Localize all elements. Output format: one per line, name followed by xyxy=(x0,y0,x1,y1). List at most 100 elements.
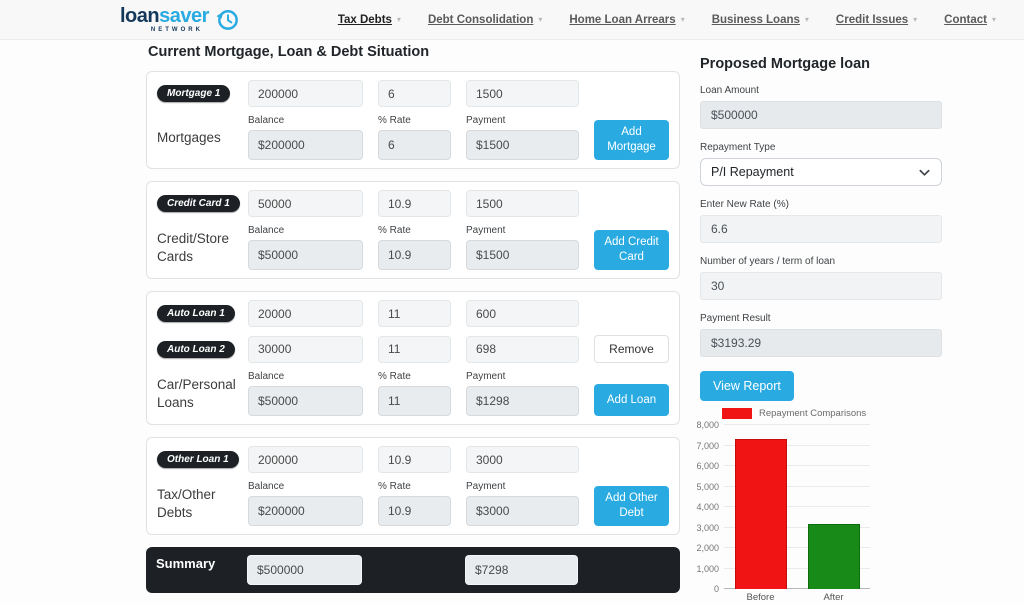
remove-loan-button[interactable]: Remove xyxy=(594,335,669,363)
chevron-down-icon: ▾ xyxy=(538,15,543,24)
nav-item-credit-issues[interactable]: Credit Issues ▾ xyxy=(835,13,918,26)
repayment-type-label: Repayment Type xyxy=(700,142,776,153)
balance-label: Balance xyxy=(248,225,285,236)
section-name: Car/Personal Loans xyxy=(157,376,236,410)
section-name: Mortgages xyxy=(157,129,221,145)
balance-input[interactable] xyxy=(248,80,363,107)
gridline xyxy=(724,547,870,548)
loan-row: Auto Loan 1 xyxy=(157,300,669,327)
x-tick-label: After xyxy=(823,592,844,603)
total-balance-field xyxy=(248,496,363,526)
summary-total-payment xyxy=(465,555,578,585)
totals-row: Mortgages Balance % Rate Payment Add Mor… xyxy=(157,115,669,160)
loan-badge: Auto Loan 1 xyxy=(157,305,235,322)
logo-part-saver: saver xyxy=(159,5,209,27)
balance-input[interactable] xyxy=(248,335,363,363)
balance-input[interactable] xyxy=(248,446,363,473)
total-balance-field xyxy=(248,240,363,270)
chevron-down-icon xyxy=(919,169,930,176)
bar-after xyxy=(807,523,860,589)
total-rate-field xyxy=(378,130,451,160)
logo-part-loan: loan xyxy=(120,5,160,27)
y-tick-label: 0 xyxy=(713,584,719,594)
gridline xyxy=(724,526,870,528)
payment-input[interactable] xyxy=(466,190,579,217)
payment-label: Payment xyxy=(466,225,506,236)
y-tick-label: 7,000 xyxy=(696,440,719,451)
panel-title: Proposed Mortgage loan xyxy=(700,56,870,72)
totals-row: Credit/Store Cards Balance % Rate Paymen… xyxy=(157,225,669,270)
nav-item-home-loan-arrears[interactable]: Home Loan Arrears ▾ xyxy=(569,13,685,26)
x-tick-label: Before xyxy=(746,592,775,603)
gridline xyxy=(724,506,870,507)
balance-label: Balance xyxy=(248,371,285,382)
chart-x-axis: Before After xyxy=(724,589,870,603)
rate-input[interactable] xyxy=(378,446,451,473)
add-credit-card-button[interactable]: Add Credit Card xyxy=(594,230,669,270)
legend-swatch-red xyxy=(722,408,752,419)
rate-input[interactable] xyxy=(378,300,451,327)
term-input[interactable] xyxy=(700,272,942,300)
chevron-down-icon: ▾ xyxy=(913,15,918,24)
page-title: Current Mortgage, Loan & Debt Situation xyxy=(148,44,430,60)
rate-label: % Rate xyxy=(378,225,411,236)
payment-input[interactable] xyxy=(466,80,579,107)
rate-input[interactable] xyxy=(378,190,451,217)
credit-cards-card: Credit Card 1 Credit/Store Cards Balance… xyxy=(146,181,680,279)
tax-other-debts-card: Other Loan 1 Tax/Other Debts Balance % R… xyxy=(146,437,680,535)
gridline xyxy=(724,588,870,589)
current-debts-panel: Current Mortgage, Loan & Debt Situation … xyxy=(146,44,680,593)
balance-label: Balance xyxy=(248,481,285,492)
rate-label: % Rate xyxy=(378,481,411,492)
payment-input[interactable] xyxy=(466,300,579,327)
new-rate-input[interactable] xyxy=(700,215,942,243)
balance-input[interactable] xyxy=(248,300,363,327)
chevron-down-icon: ▾ xyxy=(396,15,401,24)
rate-input[interactable] xyxy=(378,335,451,363)
y-tick-label: 8,000 xyxy=(696,420,719,430)
payment-result-field xyxy=(700,329,942,357)
add-mortgage-button[interactable]: Add Mortgage xyxy=(594,120,669,160)
nav-item-business-loans[interactable]: Business Loans ▾ xyxy=(711,13,809,26)
mortgages-card: Mortgage 1 Mortgages Balance % Rate Paym… xyxy=(146,71,680,169)
y-tick-label: 5,000 xyxy=(696,481,719,492)
view-report-button[interactable]: View Report xyxy=(700,371,794,401)
loan-badge: Other Loan 1 xyxy=(157,451,239,468)
rate-input[interactable] xyxy=(378,80,451,107)
rate-label: % Rate xyxy=(378,371,411,382)
y-tick-label: 3,000 xyxy=(696,522,719,533)
loan-row: Auto Loan 2 Remove xyxy=(157,335,669,363)
add-loan-button[interactable]: Add Loan xyxy=(594,384,669,416)
legend-label: Repayment Comparisons xyxy=(759,408,867,419)
summary-bar: Summary xyxy=(146,547,680,593)
gridline xyxy=(724,424,870,425)
chevron-down-icon: ▾ xyxy=(680,15,685,24)
total-payment-field xyxy=(466,386,579,416)
payment-label: Payment xyxy=(466,371,506,382)
y-tick-label: 2,000 xyxy=(696,543,719,553)
add-other-debt-button[interactable]: Add Other Debt xyxy=(594,486,669,526)
chevron-down-icon: ▾ xyxy=(991,15,996,24)
term-label: Number of years / term of loan xyxy=(700,256,836,267)
nav-item-contact[interactable]: Contact ▾ xyxy=(944,13,996,26)
new-rate-label: Enter New Rate (%) xyxy=(700,199,789,210)
balance-input[interactable] xyxy=(248,190,363,217)
loansaver-logo[interactable]: loansaver NETWORK xyxy=(120,6,241,33)
balance-label: Balance xyxy=(248,115,285,126)
repayment-type-select[interactable]: P/I Repayment xyxy=(700,158,942,186)
repayment-comparison-chart: Repayment Comparisons 8,000 7,000 6,000 5,0… xyxy=(696,407,958,603)
chart-bars xyxy=(724,425,870,589)
history-clock-icon xyxy=(216,10,238,30)
car-personal-loans-card: Auto Loan 1 Auto Loan 2 Remove Car/Perso… xyxy=(146,291,680,425)
total-payment-field xyxy=(466,240,579,270)
loan-row: Credit Card 1 xyxy=(157,190,669,217)
payment-input[interactable] xyxy=(466,446,579,473)
payment-input[interactable] xyxy=(466,335,579,363)
payment-result-label: Payment Result xyxy=(700,313,771,324)
loan-badge: Mortgage 1 xyxy=(157,85,231,102)
nav-item-tax-debts[interactable]: Tax Debts ▾ xyxy=(337,13,401,26)
summary-total-balance xyxy=(247,555,362,585)
y-tick-label: 6,000 xyxy=(696,461,719,471)
nav-item-debt-consolidation[interactable]: Debt Consolidation ▾ xyxy=(427,13,543,26)
totals-row: Tax/Other Debts Balance % Rate Payment A… xyxy=(157,481,669,526)
